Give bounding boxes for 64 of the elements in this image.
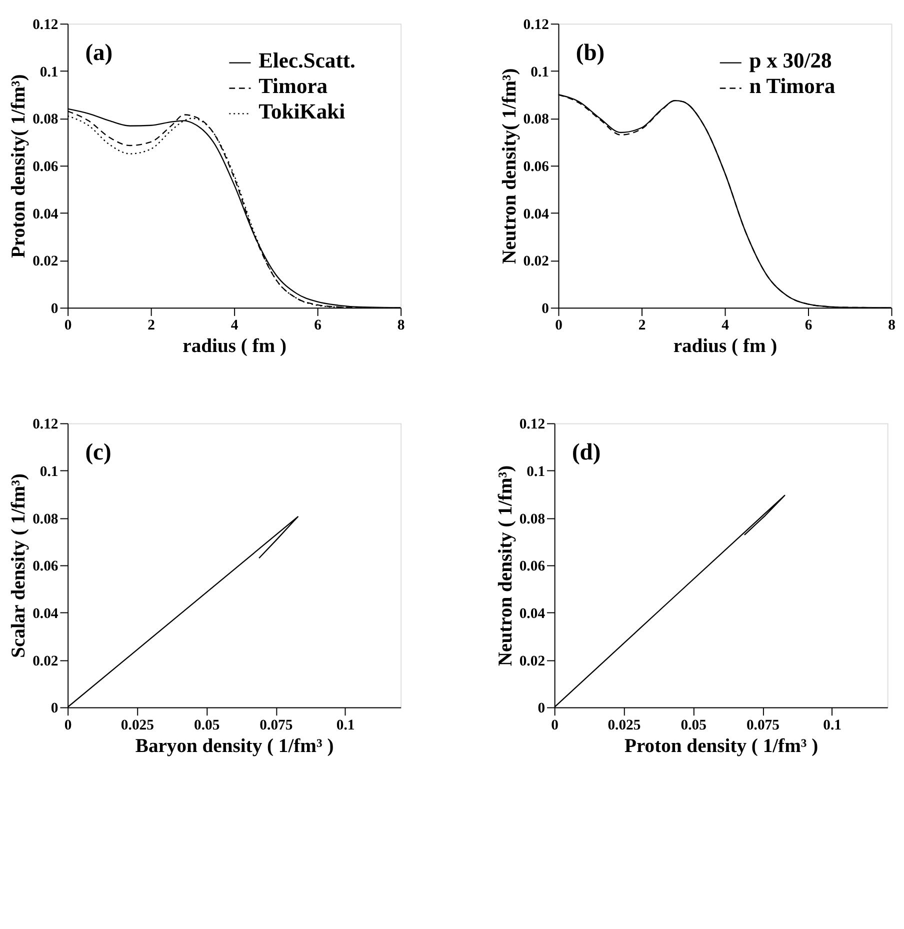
- x-tick-label: 8: [397, 318, 405, 334]
- x-tick-label: 0: [64, 717, 72, 734]
- y-tick-label: 0.08: [523, 112, 549, 128]
- legend-label: n Timora: [749, 74, 836, 98]
- x-tick-label: 0.1: [823, 717, 842, 734]
- y-tick-label: 0.02: [32, 254, 58, 270]
- annotation: (c): [85, 439, 112, 466]
- y-tick-label: 0: [542, 301, 549, 318]
- legend-label: TokiKaki: [258, 100, 346, 124]
- y-tick-label: 0.02: [32, 653, 58, 670]
- x-axis-title: radius ( fm ): [182, 336, 287, 358]
- y-tick-label: 0.04: [32, 206, 59, 222]
- x-tick-label: 0.025: [608, 717, 641, 734]
- annotation: (d): [572, 439, 601, 466]
- y-tick-label: 0.08: [32, 511, 58, 528]
- y-tick-label: 0.1: [40, 64, 58, 80]
- y-tick-label: 0.02: [523, 254, 549, 270]
- x-tick-label: 2: [638, 318, 646, 334]
- legend-label: p x 30/28: [749, 48, 832, 73]
- y-tick-label: 0.1: [40, 464, 58, 480]
- y-tick-label: 0.06: [32, 558, 58, 575]
- y-tick-label: 0.04: [32, 606, 59, 622]
- x-tick-label: 4: [230, 318, 239, 334]
- x-tick-label: 6: [804, 318, 812, 334]
- y-tick-label: 0.08: [32, 112, 58, 128]
- y-tick-label: 0.04: [519, 606, 546, 622]
- y-tick-label: 0.1: [526, 464, 546, 480]
- y-tick-label: 0: [50, 301, 58, 318]
- x-tick-label: 0.05: [194, 717, 220, 734]
- y-tick-label: 0.06: [32, 159, 58, 176]
- x-tick-label: 0.075: [260, 717, 293, 734]
- x-tick-label: 4: [722, 318, 730, 334]
- x-axis-title: Proton density ( 1/fm³ ): [624, 736, 818, 757]
- x-tick-label: 0: [64, 318, 72, 334]
- y-tick-label: 0: [538, 700, 546, 717]
- x-tick-label: 2: [148, 318, 155, 334]
- y-tick-label: 0.06: [519, 558, 546, 575]
- x-axis-title: radius ( fm ): [673, 336, 778, 358]
- y-tick-label: 0.08: [519, 511, 546, 528]
- y-tick-label: 0.12: [32, 416, 58, 433]
- y-tick-label: 0.12: [32, 17, 58, 34]
- y-tick-label: 0: [50, 700, 58, 717]
- x-tick-label: 6: [314, 318, 322, 334]
- x-tick-label: 0: [555, 318, 562, 334]
- legend-label: Elec.Scatt.: [258, 48, 356, 73]
- x-axis-title: Baryon density ( 1/fm³ ): [135, 736, 334, 757]
- y-axis-title: Neutron density( 1/fm³): [499, 68, 520, 264]
- legend-label: Timora: [258, 74, 328, 98]
- x-tick-label: 0.025: [120, 717, 154, 734]
- y-tick-label: 0.06: [523, 159, 549, 176]
- y-tick-label: 0.12: [519, 416, 546, 433]
- y-tick-label: 0.12: [523, 17, 549, 34]
- x-tick-label: 0.075: [746, 717, 780, 734]
- y-tick-label: 0.02: [519, 653, 546, 670]
- y-tick-label: 0.04: [523, 206, 550, 222]
- y-tick-label: 0.1: [530, 64, 549, 80]
- x-tick-label: 0.05: [680, 717, 706, 734]
- annotation: (a): [85, 40, 113, 66]
- y-axis-title: Neutron density ( 1/fm³): [496, 465, 516, 666]
- y-axis-title: Scalar density ( 1/fm³): [8, 474, 30, 658]
- x-tick-label: 0.1: [336, 717, 355, 734]
- annotation: (b): [576, 40, 605, 66]
- y-axis-title: Proton density( 1/fm³): [8, 74, 30, 258]
- x-tick-label: 8: [888, 318, 896, 334]
